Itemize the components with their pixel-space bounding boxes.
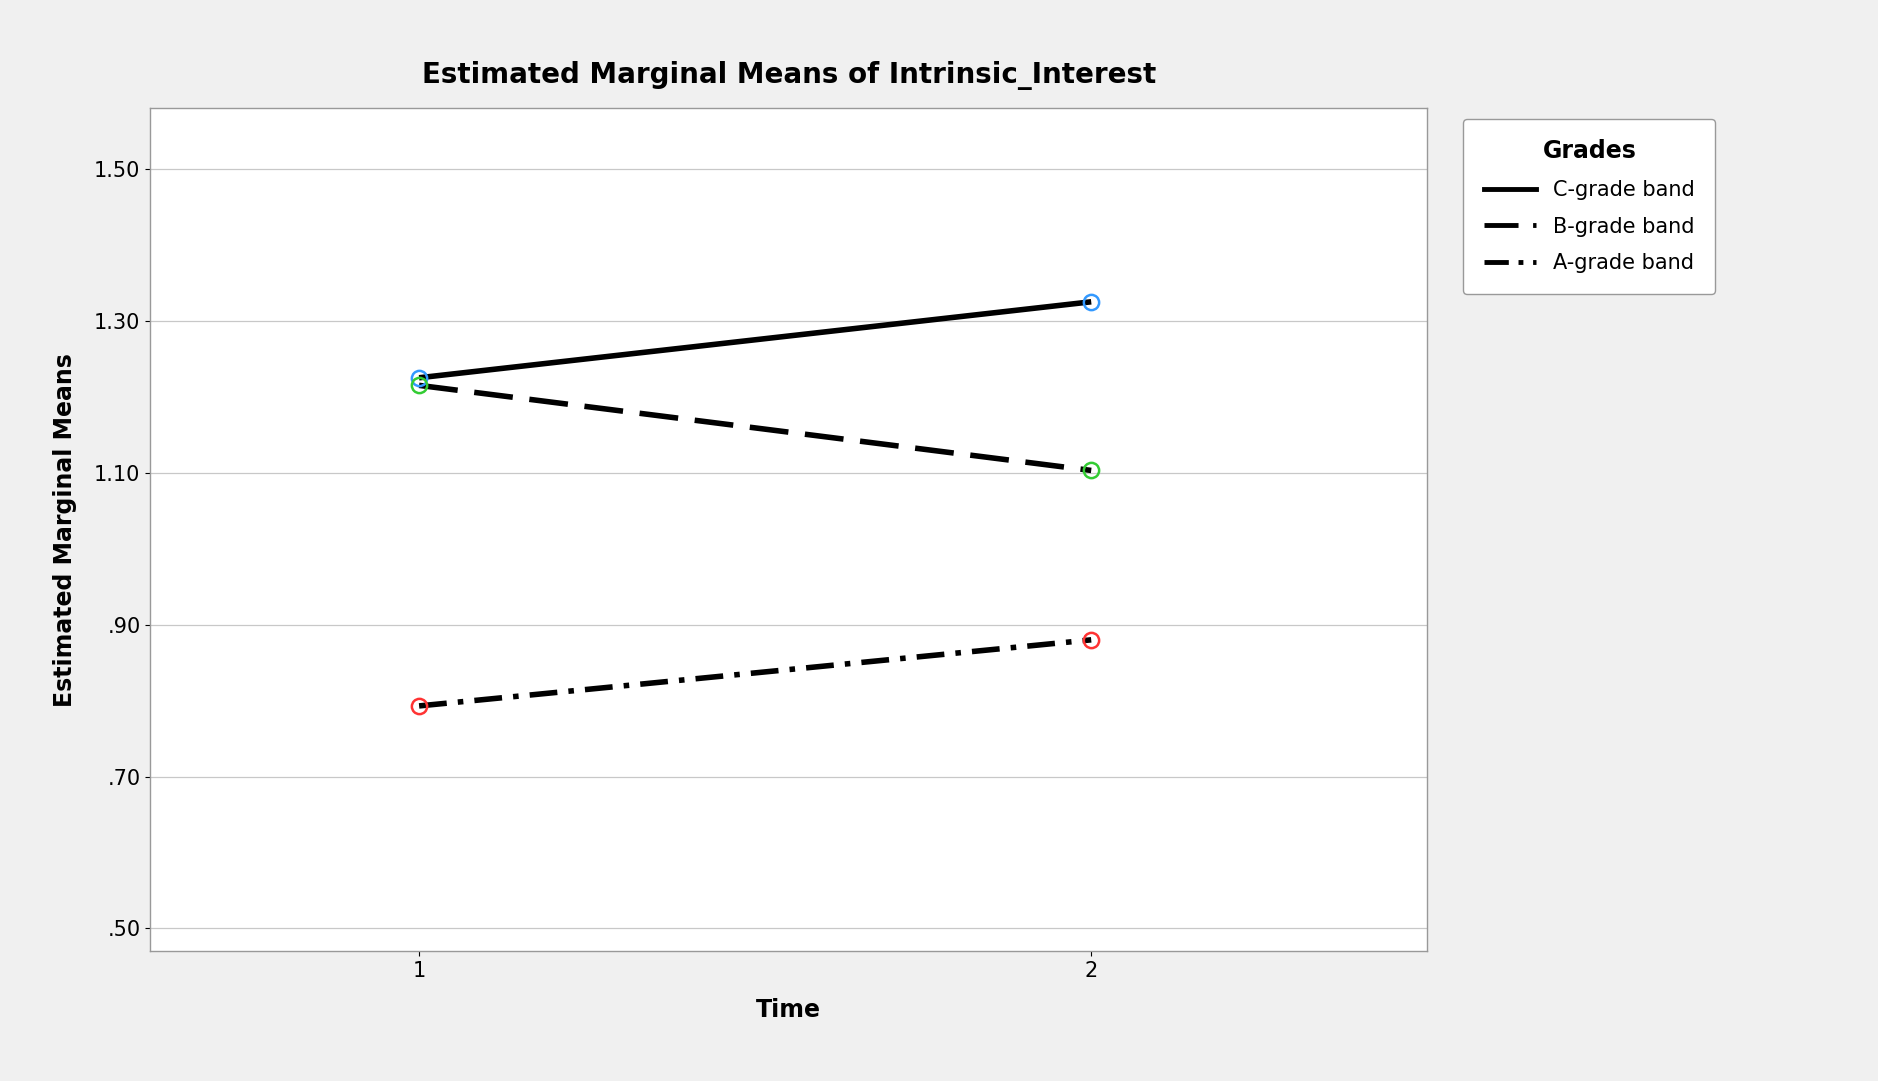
Title: Estimated Marginal Means of Intrinsic_Interest: Estimated Marginal Means of Intrinsic_In… xyxy=(423,62,1155,90)
X-axis label: Time: Time xyxy=(757,998,821,1022)
Y-axis label: Estimated Marginal Means: Estimated Marginal Means xyxy=(53,352,77,707)
Legend: C-grade band, B-grade band, A-grade band: C-grade band, B-grade band, A-grade band xyxy=(1463,119,1715,294)
